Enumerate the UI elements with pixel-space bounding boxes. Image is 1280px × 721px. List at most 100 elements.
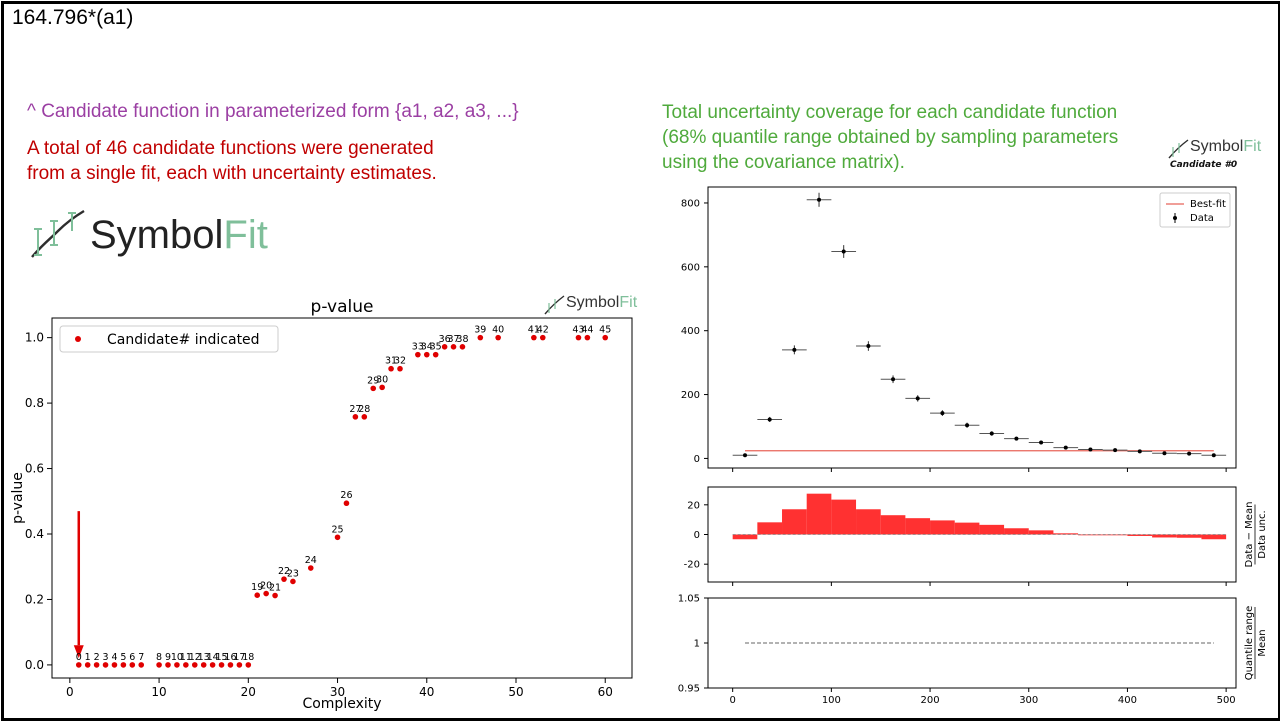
residual-bar: [1127, 534, 1153, 536]
data-point: [334, 534, 341, 541]
residual-bar: [806, 493, 832, 535]
data-point: [245, 662, 252, 668]
residual-bar: [1201, 534, 1227, 540]
data-point: [531, 334, 537, 341]
residual-chart: -20 0 20 Data − Mean Data unc.: [684, 486, 1268, 586]
y-tick-label: 200: [681, 390, 700, 401]
symbolfit-logo-small-pvalue: SymbolFit: [544, 294, 637, 316]
point-label: 27: [349, 404, 361, 415]
residual-bar: [979, 524, 1005, 535]
x-tick-label: 300: [1019, 695, 1038, 706]
y-tick-label: 0.2: [25, 592, 44, 606]
point-label: 10: [171, 652, 183, 663]
point-label: 8: [156, 652, 162, 663]
x-tick-label: 40: [419, 685, 434, 699]
point-label: 13: [198, 652, 210, 663]
legend-data-label: Data: [1190, 213, 1214, 224]
x-tick-label: 400: [1118, 695, 1137, 706]
data-point: [1113, 448, 1118, 453]
point-label: 4: [111, 652, 117, 663]
symbolfit-logo-text: SymbolFit: [90, 213, 268, 257]
residual-bar: [930, 520, 955, 535]
residual-bar: [1078, 534, 1103, 536]
data-point: [539, 334, 546, 341]
point-label: 18: [242, 652, 254, 663]
residual-bar: [1102, 534, 1128, 536]
data-point: [441, 344, 448, 350]
data-point: [388, 365, 394, 372]
x-tick-label: 0: [66, 685, 74, 699]
data-point: [120, 662, 127, 668]
data-point: [397, 365, 403, 372]
y-tick-label: 0.95: [678, 684, 700, 695]
point-label: 19: [251, 582, 263, 593]
plot-frame: [707, 186, 1237, 469]
point-label: 21: [269, 583, 281, 594]
point-label: 31: [385, 356, 397, 367]
point-label: 42: [537, 325, 549, 336]
point-label: 3: [103, 652, 109, 663]
total-note-line-1: A total of 46 candidate functions were g…: [27, 138, 434, 159]
data-point: [263, 590, 269, 597]
data-point: [477, 334, 484, 341]
data-point: [254, 592, 261, 598]
y-tick-label: 400: [681, 326, 700, 337]
point-label: 30: [376, 374, 388, 385]
x-tick-label: 60: [598, 685, 613, 699]
fit-chart: 0 200 400 600 800 Best-fit Data: [681, 186, 1237, 472]
data-point: [236, 662, 243, 668]
symbolfit-logo-icon: [31, 209, 85, 258]
residual-bar: [1152, 534, 1177, 538]
residual-bar: [1176, 534, 1202, 538]
residual-bar: [856, 509, 881, 535]
data-point: [841, 249, 846, 254]
x-tick-label: 100: [822, 695, 841, 706]
data-point: [450, 344, 457, 350]
candidate-0-arrow-head: [73, 645, 84, 659]
y-tick-label: 0.0: [25, 658, 44, 672]
point-label: 12: [189, 652, 201, 663]
point-label: 41: [528, 325, 540, 336]
point-label: 6: [129, 652, 135, 663]
point-label: 28: [358, 404, 370, 415]
point-label: 0: [76, 652, 82, 663]
data-point: [352, 414, 359, 420]
data-point: [218, 662, 225, 668]
data-point: [191, 662, 198, 668]
residual-bar: [757, 522, 783, 535]
parameterized-note: ^ Candidate function in parameterized fo…: [27, 101, 519, 122]
data-point: [343, 500, 350, 507]
legend-data-marker: [1173, 216, 1177, 220]
residual-bar: [732, 534, 758, 540]
legend-box: [1159, 192, 1231, 228]
quantile-chart: 1.05 1 0.95 0 100 200 300 400 500 Quantile range M…: [678, 594, 1268, 707]
x-tick-label: 50: [508, 685, 523, 699]
data-point: [817, 197, 822, 202]
y-tick-label: 1: [694, 639, 700, 650]
legend-label: Candidate# indicated: [107, 332, 260, 348]
data-point: [209, 662, 216, 668]
data-point: [361, 414, 368, 420]
point-label: 29: [367, 375, 379, 386]
y-axis-label-bottom: Mean: [1257, 629, 1268, 656]
point-label: 16: [224, 652, 236, 663]
data-point: [200, 662, 207, 668]
data-point: [307, 565, 314, 571]
y-tick-label: 0.8: [25, 396, 44, 410]
coverage-note-line-2: (68% quantile range obtained by sampling…: [662, 127, 1119, 148]
data-point: [792, 347, 797, 352]
data-point: [743, 453, 748, 458]
residual-bar: [954, 522, 980, 535]
y-tick-label: -20: [684, 560, 700, 571]
symbolfit-logo-small-right: SymbolFit: [1168, 138, 1261, 160]
data-point: [290, 578, 296, 585]
point-label: 2: [94, 652, 100, 663]
point-label: 32: [394, 356, 406, 367]
point-label: 20: [260, 581, 272, 592]
y-axis-label: p-value: [10, 472, 26, 524]
point-label: 23: [287, 568, 299, 579]
data-point: [75, 662, 82, 668]
point-label: 43: [572, 325, 584, 336]
total-note-line-2: from a single fit, each with uncertainty…: [27, 163, 437, 184]
